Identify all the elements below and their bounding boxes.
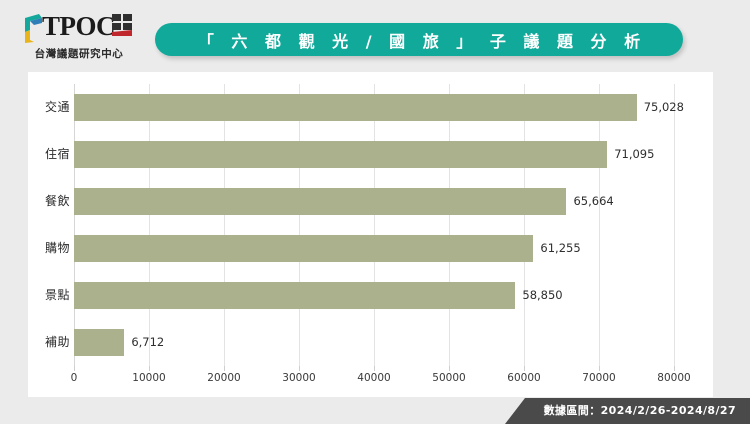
chart-panel: 交通住宿餐飲購物景點補助 75,028 71,095 65,664 61,255 58,… — [28, 72, 713, 397]
page-header: TPOC 台灣議題研究中心 「 六 都 觀 光 / 國 旅 」 子 議 題 分 … — [0, 0, 750, 72]
footer-bar — [505, 398, 750, 424]
x-tick-label: 30000 — [282, 372, 316, 384]
x-tick-mark — [224, 366, 225, 371]
x-tick-mark — [674, 366, 675, 371]
bar-row: 58,850 — [74, 272, 674, 319]
bar[interactable] — [74, 235, 534, 262]
x-tick-label: 60000 — [507, 372, 541, 384]
bar-value-label: 65,664 — [573, 194, 614, 208]
x-tick-mark — [374, 366, 375, 371]
gridline — [599, 84, 600, 366]
gridline — [149, 84, 150, 366]
x-tick-label: 80000 — [657, 372, 691, 384]
x-axis-ticks — [74, 366, 675, 376]
gridline — [224, 84, 225, 366]
bar-value-label: 58,850 — [522, 288, 563, 302]
bar-row: 6,712 — [74, 319, 674, 366]
bar-value-label: 61,255 — [540, 241, 581, 255]
bar-value-label: 71,095 — [614, 147, 655, 161]
page-title: 「 六 都 觀 光 / 國 旅 」 子 議 題 分 析 — [197, 31, 647, 51]
x-tick-mark — [599, 366, 600, 371]
category-label: 交通 — [44, 100, 70, 114]
y-axis-category-labels: 交通住宿餐飲購物景點補助 — [28, 84, 70, 366]
category-label: 補助 — [44, 335, 70, 349]
bar-series: 75,028 71,095 65,664 61,255 58,850 6,712 — [74, 84, 684, 366]
x-axis-tick-labels: 0 10000 20000 30000 40000 50000 60000 70000 8000… — [70, 372, 691, 388]
logo-seal-icon — [111, 13, 134, 37]
category-label: 購物 — [44, 241, 70, 255]
gridline — [674, 84, 675, 366]
bar[interactable] — [74, 329, 125, 356]
gridline — [74, 84, 75, 366]
logo-row: TPOC — [18, 10, 138, 46]
x-tick-mark — [74, 366, 75, 371]
bar-row: 61,255 — [74, 225, 674, 272]
gridline — [374, 84, 375, 366]
logo-wordmark: TPOC — [42, 11, 116, 41]
category-label: 景點 — [44, 288, 70, 302]
bar-row: 75,028 — [74, 84, 684, 131]
bar[interactable] — [74, 188, 567, 215]
x-tick-mark — [449, 366, 450, 371]
bar-value-label: 75,028 — [643, 100, 684, 114]
plot-area: 交通住宿餐飲購物景點補助 75,028 71,095 65,664 61,255 58,… — [28, 72, 713, 397]
category-label: 餐飲 — [44, 194, 70, 208]
x-tick-label: 70000 — [582, 372, 616, 384]
bar[interactable] — [74, 282, 516, 309]
x-tick-label: 20000 — [207, 372, 241, 384]
x-tick-label: 0 — [70, 372, 78, 384]
chart-title-pill: 「 六 都 觀 光 / 國 旅 」 子 議 題 分 析 — [155, 23, 683, 56]
x-tick-label: 40000 — [357, 372, 391, 384]
gridlines — [74, 84, 675, 366]
bar-row: 71,095 — [74, 131, 674, 178]
tpoc-logo-mark-icon — [22, 12, 44, 44]
bar-value-label: 6,712 — [131, 335, 165, 349]
x-tick-label: 10000 — [132, 372, 166, 384]
tpoc-logo: TPOC 台灣議題研究中心 — [18, 10, 138, 66]
gridline — [449, 84, 450, 366]
category-label: 住宿 — [44, 147, 70, 161]
x-tick-mark — [299, 366, 300, 371]
gridline — [524, 84, 525, 366]
x-tick-mark — [149, 366, 150, 371]
x-tick-mark — [524, 366, 525, 371]
data-range-label: 數據區間：2024/2/26-2024/8/27 — [543, 404, 736, 417]
bar[interactable] — [74, 141, 608, 168]
x-tick-label: 50000 — [432, 372, 466, 384]
bar[interactable] — [74, 94, 637, 121]
gridline — [299, 84, 300, 366]
bar-row: 65,664 — [74, 178, 674, 225]
logo-subtitle: 台灣議題研究中心 — [34, 48, 124, 60]
